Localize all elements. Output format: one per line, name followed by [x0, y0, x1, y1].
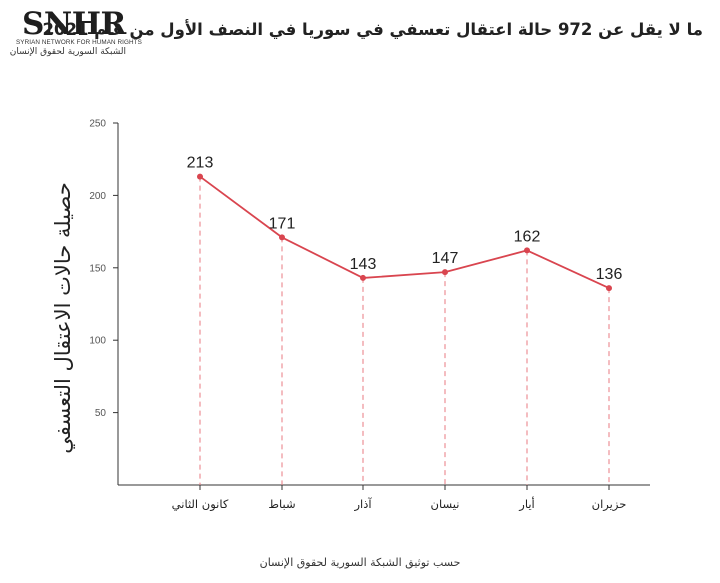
data-label: 171 [269, 215, 296, 232]
data-point [524, 247, 530, 254]
y-tick-label: 100 [89, 336, 106, 347]
data-label: 213 [187, 155, 214, 172]
logo-mark: SNHR [22, 6, 126, 42]
x-tick-label: حزيران [592, 497, 627, 512]
y-tick-label: 250 [89, 119, 106, 130]
snhr-logo: SNHR SYRIAN NETWORK FOR HUMAN RIGHTS الش… [9, 6, 142, 57]
chart-title: ما لا يقل عن 972 حالة اعتقال تعسفي في سو… [42, 20, 703, 39]
series-line [199, 175, 610, 289]
data-point [197, 173, 203, 180]
x-tick-label: شباط [268, 497, 295, 511]
logo-english-text: SYRIAN NETWORK FOR HUMAN RIGHTS [16, 39, 142, 46]
y-tick-label: 200 [89, 191, 106, 202]
data-point [442, 269, 448, 276]
y-tick-label: 150 [89, 263, 106, 274]
data-label: 136 [596, 266, 623, 283]
data-label: 162 [514, 228, 541, 245]
data-point [360, 274, 366, 281]
logo-arabic-text: الشبكة السورية لحقوق الإنسان [9, 47, 126, 57]
data-point [279, 234, 285, 241]
data-label: 147 [432, 250, 459, 267]
x-tick-label: آذار [353, 497, 372, 512]
y-tick-label: 50 [95, 408, 107, 419]
data-point [606, 285, 612, 292]
x-tick-label: أيار [518, 496, 534, 512]
x-tick-label: كانون الثاني [172, 497, 229, 512]
data-label: 143 [350, 256, 377, 273]
source-footer: حسب توثيق الشبكة السورية لحقوق الإنسان [259, 556, 461, 569]
x-tick-label: نيسان [431, 497, 460, 511]
